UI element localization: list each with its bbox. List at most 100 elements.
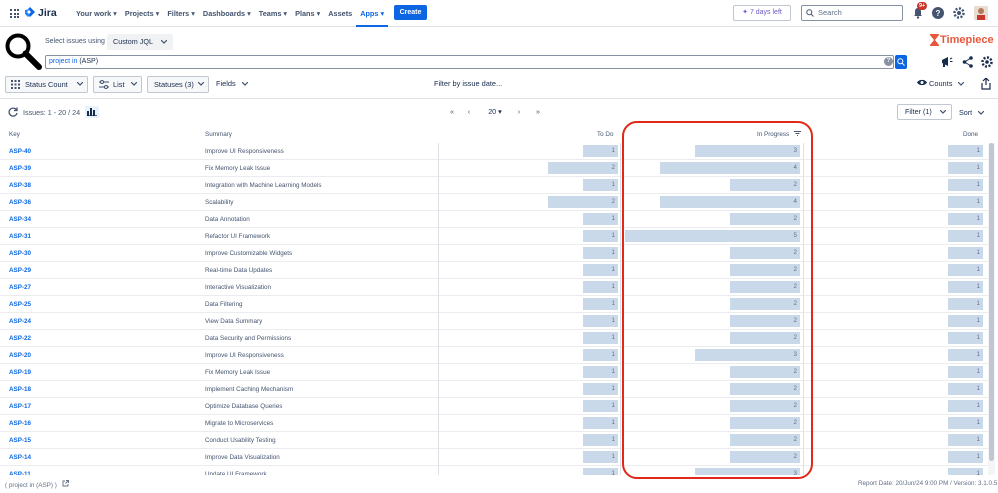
issue-key-link[interactable]: ASP-40 [9,148,32,155]
todo-count-bar[interactable]: 1 [583,366,618,378]
table-row[interactable]: ASP-18 Implement Caching Mechanism 1 2 1 [0,381,990,398]
inprogress-count-bar[interactable]: 3 [695,468,800,475]
done-count-bar[interactable]: 1 [948,179,983,191]
inprogress-count-bar[interactable]: 3 [695,349,800,361]
todo-count-bar[interactable]: 1 [583,264,618,276]
table-row[interactable]: ASP-31 Refactor UI Framework 1 5 1 [0,228,990,245]
table-row[interactable]: ASP-30 Improve Customizable Widgets 1 2 1 [0,245,990,262]
trial-button[interactable]: ✦ 7 days left [733,5,791,21]
jira-logo[interactable]: Jira [25,7,57,19]
issue-key-link[interactable]: ASP-15 [9,437,32,444]
todo-count-bar[interactable]: 1 [583,383,618,395]
column-header-key[interactable]: Key [9,131,20,138]
table-row[interactable]: ASP-24 View Data Summary 1 2 1 [0,313,990,330]
announcement-icon[interactable] [940,55,954,69]
inprogress-count-bar[interactable]: 4 [660,162,800,174]
query-mode-select[interactable]: Custom JQL [107,34,173,50]
inprogress-count-bar[interactable]: 2 [730,298,800,310]
table-row[interactable]: ASP-17 Optimize Database Queries 1 2 1 [0,398,990,415]
inprogress-count-bar[interactable]: 4 [660,196,800,208]
inprogress-count-bar[interactable]: 2 [730,383,800,395]
table-row[interactable]: ASP-40 Improve UI Responsiveness 1 3 1 [0,143,990,160]
chart-toggle-button[interactable] [85,106,99,118]
issue-key-link[interactable]: ASP-22 [9,335,32,342]
done-count-bar[interactable]: 1 [948,162,983,174]
issue-key-link[interactable]: ASP-24 [9,318,32,325]
statuses-dropdown[interactable]: Statuses (3) [147,76,209,93]
nav-item[interactable]: Projects ▾ [124,9,160,18]
table-row[interactable]: ASP-29 Real-time Data Updates 1 2 1 [0,262,990,279]
todo-count-bar[interactable]: 1 [583,247,618,259]
last-page-button[interactable]: » [536,107,540,116]
page-size-select[interactable]: 20 ▾ [488,107,502,116]
table-row[interactable]: ASP-15 Conduct Usability Testing 1 2 1 [0,432,990,449]
todo-count-bar[interactable]: 1 [583,230,618,242]
todo-count-bar[interactable]: 1 [583,468,618,475]
counts-dropdown[interactable]: Counts [917,79,965,88]
user-avatar[interactable] [974,6,988,20]
done-count-bar[interactable]: 1 [948,298,983,310]
todo-count-bar[interactable]: 1 [583,145,618,157]
issue-key-link[interactable]: ASP-31 [9,233,32,240]
issue-key-link[interactable]: ASP-25 [9,301,32,308]
column-header-in-progress[interactable]: In Progress [757,131,801,138]
help-icon[interactable]: ? [931,6,945,20]
column-header-done[interactable]: Done [963,131,979,138]
nav-item[interactable]: Assets [328,9,353,18]
list-view-dropdown[interactable]: List [93,76,142,93]
todo-count-bar[interactable]: 1 [583,417,618,429]
first-page-button[interactable]: « [450,107,454,116]
inprogress-count-bar[interactable]: 5 [625,230,800,242]
todo-count-bar[interactable]: 2 [548,196,618,208]
issue-key-link[interactable]: ASP-29 [9,267,32,274]
done-count-bar[interactable]: 1 [948,264,983,276]
inprogress-count-bar[interactable]: 2 [730,315,800,327]
table-row[interactable]: ASP-39 Fix Memory Leak Issue 2 4 1 [0,160,990,177]
done-count-bar[interactable]: 1 [948,468,983,475]
done-count-bar[interactable]: 1 [948,434,983,446]
done-count-bar[interactable]: 1 [948,383,983,395]
nav-item[interactable]: Your work ▾ [76,9,117,18]
settings-gear-icon[interactable] [952,6,966,20]
done-count-bar[interactable]: 1 [948,349,983,361]
inprogress-count-bar[interactable]: 2 [730,179,800,191]
sort-button[interactable]: Sort [959,108,985,117]
column-header-summary[interactable]: Summary [205,131,232,138]
inprogress-count-bar[interactable]: 2 [730,451,800,463]
table-row[interactable]: ASP-20 Improve UI Responsiveness 1 3 1 [0,347,990,364]
issue-key-link[interactable]: ASP-19 [9,369,32,376]
jql-query-input[interactable]: project in (ASP) [45,55,894,69]
todo-count-bar[interactable]: 1 [583,332,618,344]
nav-item[interactable]: Teams ▾ [258,9,288,18]
filter-by-date-button[interactable]: Filter by issue date... [434,79,503,88]
table-row[interactable]: ASP-16 Migrate to Microservices 1 2 1 [0,415,990,432]
todo-count-bar[interactable]: 1 [583,349,618,361]
share-icon[interactable] [961,55,975,69]
inprogress-count-bar[interactable]: 2 [730,400,800,412]
table-row[interactable]: ASP-36 Scalability 2 4 1 [0,194,990,211]
inprogress-count-bar[interactable]: 2 [730,434,800,446]
todo-count-bar[interactable]: 1 [583,281,618,293]
prev-page-button[interactable]: ‹ [467,107,471,116]
todo-count-bar[interactable]: 1 [583,179,618,191]
global-search-input[interactable]: Search [801,5,903,21]
issue-key-link[interactable]: ASP-16 [9,420,32,427]
done-count-bar[interactable]: 1 [948,451,983,463]
table-row[interactable]: ASP-34 Data Annotation 1 2 1 [0,211,990,228]
issue-key-link[interactable]: ASP-34 [9,216,32,223]
done-count-bar[interactable]: 1 [948,366,983,378]
column-header-todo[interactable]: To Do [597,131,614,138]
inprogress-count-bar[interactable]: 2 [730,417,800,429]
issue-key-link[interactable]: ASP-14 [9,454,32,461]
done-count-bar[interactable]: 1 [948,400,983,412]
issue-key-link[interactable]: ASP-11 [9,471,31,475]
issue-key-link[interactable]: ASP-17 [9,403,32,410]
nav-item[interactable]: Dashboards ▾ [202,9,251,18]
table-scrollbar-thumb[interactable] [989,143,994,461]
done-count-bar[interactable]: 1 [948,247,983,259]
done-count-bar[interactable]: 1 [948,196,983,208]
todo-count-bar[interactable]: 1 [583,451,618,463]
done-count-bar[interactable]: 1 [948,417,983,429]
nav-item[interactable]: Apps ▾ [356,9,389,27]
settings-gear-icon[interactable] [980,55,994,69]
